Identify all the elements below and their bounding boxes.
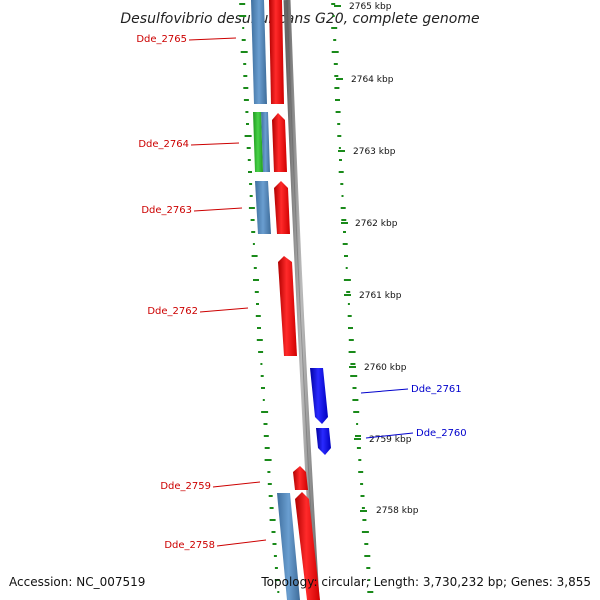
gene-label-leader — [212, 481, 261, 488]
scale-label: 2761 kbp — [359, 291, 402, 301]
gene-label-dde-2763[interactable]: Dde_2763 — [141, 205, 192, 216]
gene-label-dde-2762[interactable]: Dde_2762 — [147, 306, 198, 317]
gene-labels-reverse: Dde_2761 Dde_2760 — [360, 384, 467, 439]
gene-label-dde-2760[interactable]: Dde_2760 — [416, 428, 467, 439]
gene-label-dde-2764[interactable]: Dde_2764 — [138, 139, 189, 150]
gene-label-leader — [365, 432, 414, 439]
gene-labels-forward: Dde_2765 Dde_2764 Dde_2763 Dde_2762 Dde_… — [136, 34, 267, 551]
gene-feature-dde-2765[interactable] — [251, 0, 267, 104]
scale-track-outer — [331, 3, 374, 593]
scale-label: 2764 kbp — [351, 75, 394, 85]
gene-feature-dde-2763[interactable] — [255, 181, 271, 234]
scale-label: 2758 kbp — [376, 506, 419, 516]
gene-label-leader — [188, 37, 237, 41]
cds-dde-2761[interactable] — [310, 368, 328, 424]
gene-label-leader — [216, 539, 267, 547]
scale-labels: 2765 kbp 2764 kbp 2763 kbp 2762 kbp 2761… — [349, 2, 419, 516]
gene-label-leader — [360, 388, 409, 394]
gene-feature-dde-2764[interactable] — [261, 112, 270, 172]
cds-dde-2760[interactable] — [316, 428, 331, 455]
gene-label-dde-2761[interactable]: Dde_2761 — [411, 384, 462, 395]
accession-text: Accession: NC_007519 — [9, 575, 145, 589]
scale-major-ticks — [334, 5, 367, 512]
cds-dde-2763[interactable] — [274, 181, 290, 234]
gene-label-leader — [193, 207, 243, 212]
gene-label-dde-2758[interactable]: Dde_2758 — [164, 540, 215, 551]
rna-feature-dde-2764[interactable] — [253, 112, 263, 172]
gc-content-track-inner — [239, 3, 280, 593]
cds-dde-2762[interactable] — [278, 256, 297, 356]
cds-dde-2758[interactable] — [295, 492, 320, 600]
gene-feature-dde-2758[interactable] — [277, 493, 300, 600]
topology-text: Topology: circular; Length: 3,730,232 bp… — [260, 575, 591, 589]
scale-label: 2763 kbp — [353, 147, 396, 157]
cds-dde-2759[interactable] — [293, 466, 308, 490]
gene-label-leader — [199, 307, 249, 313]
scale-label: 2759 kbp — [369, 435, 412, 445]
map-title: Desulfovibrio desulfuricans G20, complet… — [120, 11, 479, 27]
scale-label: 2762 kbp — [355, 219, 398, 229]
gene-label-leader — [190, 142, 240, 146]
cds-dde-2765[interactable] — [269, 0, 284, 104]
genome-backbone-edge — [286, 0, 317, 600]
genome-backbone — [283, 0, 320, 600]
scale-label: 2765 kbp — [349, 2, 392, 12]
scale-label: 2760 kbp — [364, 363, 407, 373]
cds-dde-2764[interactable] — [272, 113, 287, 172]
gene-label-dde-2765[interactable]: Dde_2765 — [136, 34, 187, 45]
gene-label-dde-2759[interactable]: Dde_2759 — [160, 481, 211, 492]
